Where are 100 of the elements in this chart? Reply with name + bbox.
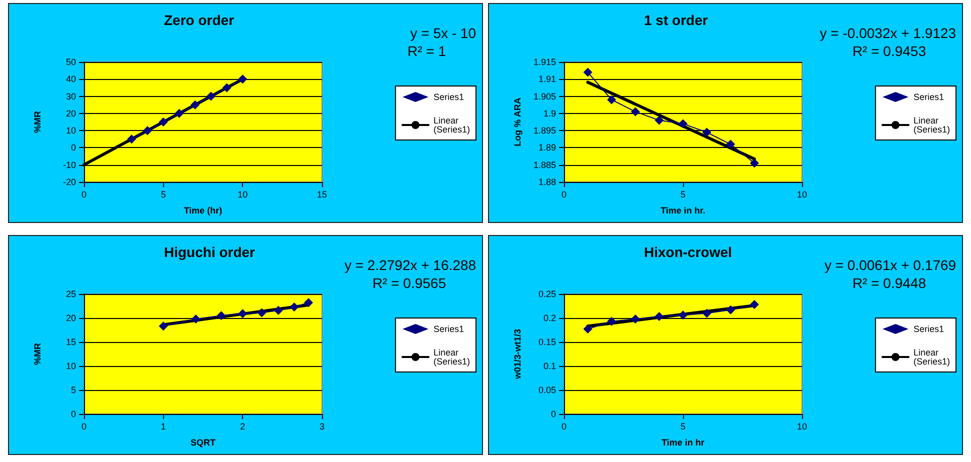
y-tick-label: 1.905 [533, 91, 556, 102]
x-axis-title: Time in hr. [660, 206, 706, 216]
point [750, 300, 759, 310]
point [222, 83, 232, 92]
y-tick-label: 0.1 [543, 361, 556, 371]
x-tick-label: 0 [81, 422, 87, 432]
point [702, 308, 712, 318]
point [158, 322, 168, 331]
y-tick-label: 0.05 [538, 385, 556, 395]
x-tick-label: 0 [561, 422, 567, 432]
y-tick-label: -20 [62, 177, 76, 187]
y-tick-label: 1.895 [533, 126, 556, 136]
point [238, 74, 248, 84]
point [238, 309, 248, 318]
point [274, 306, 283, 315]
y-tick-label: 0.15 [538, 337, 556, 347]
chart-title: 1 st order [644, 12, 708, 28]
point [607, 95, 616, 104]
legend-label: Series1 [913, 92, 944, 102]
point [158, 118, 168, 126]
y-tick-label: 25 [66, 289, 76, 299]
x-axis-title: Time (hr) [184, 206, 222, 216]
x-tick-label: 1 [160, 422, 166, 432]
point [127, 134, 136, 144]
text: y = 0.0061x + 0.1769 [824, 257, 956, 273]
chart-title: Zero order [164, 12, 235, 28]
y-tick-label: 40 [66, 74, 76, 84]
point [257, 308, 266, 318]
text: R² = 0.9448 [852, 275, 926, 291]
x-axis-title: Time in hr [662, 438, 705, 448]
x-tick-label: 10 [238, 190, 248, 200]
x-tick-label: 10 [796, 422, 808, 432]
point [630, 314, 640, 324]
y-axis-title: Log % ARA [512, 97, 522, 146]
chart-title: Higuchi order [164, 244, 256, 260]
text: y = 5x - 10 [410, 25, 476, 41]
x-axis-title: SQRT [190, 438, 216, 448]
y-tick-label: 20 [66, 108, 76, 118]
x-tick-label: 0 [561, 190, 567, 200]
text: R² = 0.9453 [852, 43, 926, 59]
y-axis-title: %MR [32, 110, 42, 133]
point [583, 68, 592, 77]
y-tick-label: 0 [70, 142, 76, 153]
text: y = -0.0032x + 1.9123 [820, 25, 956, 41]
legend-label: Linear (Series1) [913, 116, 950, 134]
point [702, 128, 712, 137]
point [191, 314, 200, 324]
point [726, 140, 736, 149]
text: y = 2.2792x + 16.288 [344, 257, 476, 273]
y-tick-label: 15 [66, 337, 76, 347]
point [290, 302, 299, 312]
point [583, 324, 592, 334]
x-tick-label: 10 [796, 190, 808, 200]
y-axis-title: %MR [32, 342, 42, 365]
legend-label: Series1 [433, 92, 464, 102]
y-tick-label: -10 [62, 160, 76, 170]
x-tick-label: 5 [680, 422, 686, 432]
point [678, 310, 688, 320]
y-tick-label: 0 [550, 409, 556, 419]
point [630, 107, 640, 116]
y-tick-label: 50 [66, 57, 76, 67]
point [726, 305, 736, 314]
y-tick-label: 0 [70, 409, 76, 419]
x-tick-label: 3 [319, 422, 325, 432]
text: R² = 0.9565 [372, 275, 446, 291]
x-tick-label: 0 [81, 190, 87, 200]
point [216, 311, 226, 320]
point [750, 158, 759, 168]
x-tick-label: 5 [680, 190, 686, 200]
legend-label: Linear (Series1) [433, 116, 470, 134]
y-tick-label: 0.2 [543, 313, 556, 323]
y-tick-label: 1.89 [538, 142, 556, 153]
y-tick-label: 1.88 [538, 177, 556, 187]
point [190, 100, 200, 110]
point [174, 108, 184, 118]
y-tick-label: 20 [66, 313, 76, 323]
point [654, 116, 664, 125]
point [206, 92, 216, 101]
y-tick-label: 1.915 [533, 57, 556, 67]
y-tick-label: 30 [66, 91, 76, 102]
y-tick-label: 10 [66, 361, 76, 371]
legend-label: Linear (Series1) [913, 348, 950, 366]
y-tick-label: 5 [70, 385, 76, 395]
legend-label: Series1 [913, 324, 944, 334]
point [678, 119, 688, 128]
point [654, 312, 664, 322]
y-axis-title: w01/3-wt1/3 [512, 328, 522, 380]
x-tick-label: 2 [240, 422, 246, 432]
x-tick-label: 5 [160, 190, 166, 200]
point [607, 316, 616, 326]
y-tick-label: 1.91 [538, 74, 556, 84]
point [304, 298, 314, 308]
point [142, 126, 152, 136]
y-tick-label: 1.885 [533, 160, 556, 170]
y-tick-label: 0.25 [538, 289, 556, 299]
text: R² = 1 [407, 43, 446, 59]
chart-title: Hixon-crowel [644, 244, 732, 260]
legend-label: Linear (Series1) [433, 348, 470, 366]
y-tick-label: 1.9 [543, 108, 556, 118]
y-tick-label: 10 [66, 126, 76, 136]
